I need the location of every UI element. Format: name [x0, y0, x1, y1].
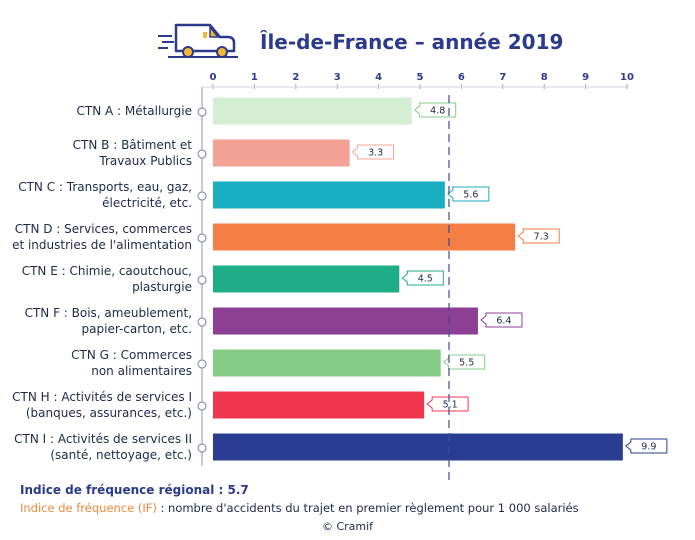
category-label: Travaux Publics [98, 154, 192, 168]
x-tick-label: 1 [251, 72, 258, 83]
axis-marker [197, 443, 207, 453]
category-label: CTN B : Bâtiment et [73, 138, 193, 152]
bar [213, 433, 623, 461]
bar [213, 391, 425, 419]
x-tick-label: 9 [582, 72, 589, 83]
x-tick-label: 6 [458, 72, 465, 83]
x-tick-label: 7 [499, 72, 506, 83]
x-tick-label: 8 [541, 72, 548, 83]
category-label: CTN H : Activités de services I [12, 390, 192, 404]
value-label-box [351, 144, 395, 160]
legend-definition: : nombre d'accidents du trajet en premie… [156, 501, 579, 515]
category-label: et industries de l'alimentation [12, 238, 192, 252]
axis-marker [197, 149, 207, 159]
value-label-box [625, 438, 668, 454]
regional-index-value: 5.7 [227, 483, 249, 497]
bar-chart: 0 1 2 3 4 5 6 7 8 9 10 CTN A : Métallurgie 4.8 CTN B … [12, 72, 668, 480]
axis-marker [197, 401, 207, 411]
category-label: CTN F : Bois, ameublement, [25, 306, 192, 320]
category-label: CTN A : Métallurgie [76, 104, 192, 118]
regional-index-label: Indice de fréquence régional : [20, 483, 224, 497]
value-label: 4.5 [418, 274, 433, 285]
category-label: CTN E : Chimie, caoutchouc, [22, 264, 192, 278]
axis-marker [197, 359, 207, 369]
value-label-box [413, 102, 457, 118]
category-label: non alimentaires [91, 364, 192, 378]
value-label: 4.8 [430, 106, 445, 117]
axis-marker [197, 275, 207, 285]
value-label: 7.3 [534, 232, 549, 243]
value-label-box [517, 228, 560, 244]
axis-marker [197, 191, 207, 201]
value-label: 5.6 [463, 190, 478, 201]
x-tick-label: 2 [292, 72, 299, 83]
bar [213, 181, 445, 209]
bar [213, 307, 478, 335]
value-label: 3.3 [368, 148, 383, 159]
bar [213, 265, 400, 293]
value-label: 6.4 [496, 316, 511, 327]
axis-marker [197, 107, 207, 117]
category-label: CTN C : Transports, eau, gaz, [18, 180, 192, 194]
bar [213, 223, 516, 251]
x-tick-label: 0 [210, 72, 217, 83]
category-label: plasturgie [132, 280, 192, 294]
value-label-box [447, 186, 490, 202]
value-label-box [401, 270, 444, 286]
copyright: © Cramif [321, 520, 374, 533]
category-label: CTN G : Commerces [71, 348, 192, 362]
value-label-box [426, 396, 469, 412]
value-label-box [442, 354, 486, 370]
header: Île-de-France – année 2019 [0, 0, 695, 68]
category-label: électricité, etc. [102, 196, 192, 210]
value-label: 9.9 [641, 442, 656, 453]
bar [213, 349, 441, 377]
bar [213, 97, 412, 125]
legend-term: Indice de fréquence (IF) [20, 501, 157, 515]
delivery-van-icon [158, 23, 238, 58]
value-label: 5.1 [443, 400, 458, 411]
chart-title: Île-de-France – année 2019 [260, 30, 564, 54]
value-label-box [480, 312, 523, 328]
frequency-index-legend: Indice de fréquence (IF) : nombre d'acci… [20, 501, 579, 515]
x-tick-label: 5 [417, 72, 424, 83]
category-label: (santé, nettoyage, etc.) [50, 448, 192, 462]
category-label: CTN D : Services, commerces [15, 222, 192, 236]
axis-marker [197, 317, 207, 327]
x-tick-label: 3 [334, 72, 341, 83]
bar [213, 139, 350, 167]
value-label: 5.5 [459, 358, 474, 369]
axis-marker [197, 233, 207, 243]
category-label: CTN I : Activités de services II [14, 432, 192, 446]
x-tick-label: 10 [620, 72, 634, 83]
x-tick-label: 4 [375, 72, 382, 83]
category-label: papier-carton, etc. [82, 322, 192, 336]
category-label: (banques, assurances, etc.) [26, 406, 192, 420]
regional-index-caption: Indice de fréquence régional : 5.7 [20, 483, 249, 497]
